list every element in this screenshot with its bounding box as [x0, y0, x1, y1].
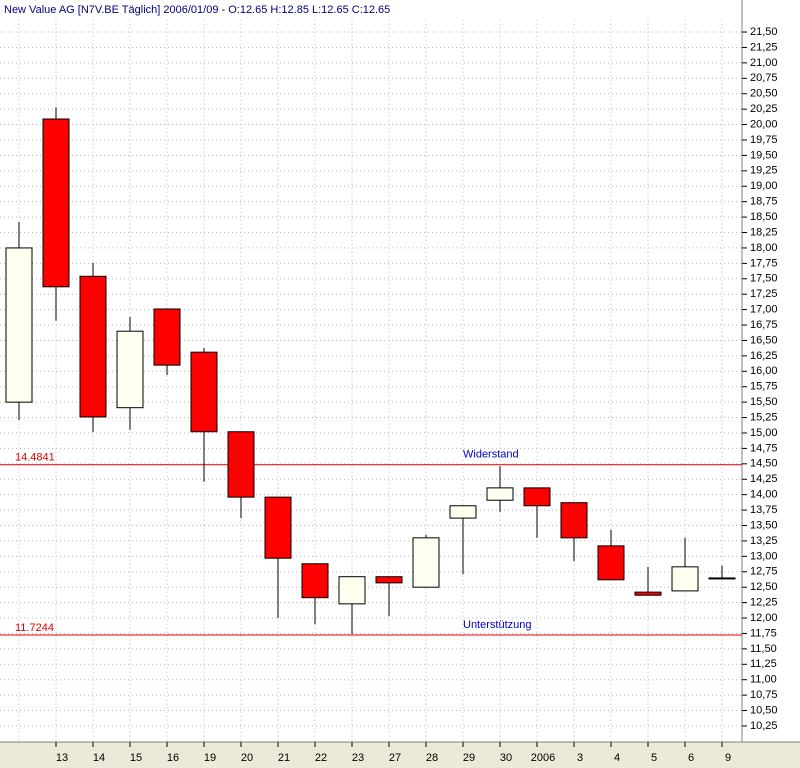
candle-body [190, 351, 218, 433]
y-tick-label: 17,00 [750, 304, 778, 316]
x-tick-label: 14 [93, 752, 105, 764]
y-tick-label: 21,25 [750, 41, 778, 53]
x-tick-label: 15 [130, 752, 142, 764]
y-tick-label: 18,75 [750, 196, 778, 208]
y-tick-label: 10,75 [750, 689, 778, 701]
candle-body [634, 591, 662, 596]
level-annotation: Widerstand [463, 449, 519, 461]
y-tick-label: 19,75 [750, 134, 778, 146]
y-tick-label: 11,25 [750, 658, 777, 670]
x-tick-label: 30 [500, 752, 512, 764]
y-tick-label: 19,00 [750, 180, 778, 192]
y-tick-label: 15,50 [750, 396, 778, 408]
candle-body [153, 308, 181, 366]
y-tick-label: 15,25 [750, 411, 778, 423]
chart-title: New Value AG [N7V.BE Täglich] 2006/01/09… [4, 4, 390, 16]
x-tick-label: 6 [688, 752, 694, 764]
y-tick-label: 13,25 [750, 535, 778, 547]
y-tick-label: 15,00 [750, 427, 778, 439]
x-tick-label: 22 [315, 752, 327, 764]
y-tick-label: 12,00 [750, 612, 778, 624]
y-tick-label: 11,50 [750, 643, 777, 655]
candle-body [486, 487, 514, 501]
y-tick-label: 12,25 [750, 597, 778, 609]
y-tick-label: 10,25 [750, 720, 778, 732]
y-tick-label: 20,00 [750, 118, 778, 130]
y-tick-label: 17,25 [750, 288, 778, 300]
candle-body [560, 502, 588, 539]
y-tick-label: 20,75 [750, 72, 778, 84]
y-tick-label: 14,75 [750, 442, 778, 454]
y-tick-label: 17,75 [750, 257, 778, 269]
x-tick-label: 20 [241, 752, 253, 764]
x-tick-label: 4 [614, 752, 620, 764]
candle-body [227, 431, 255, 498]
x-tick-label: 9 [725, 752, 731, 764]
x-tick-label: 28 [426, 752, 438, 764]
y-tick-label: 18,00 [750, 242, 778, 254]
candle-body [708, 577, 736, 580]
candle-body [375, 576, 403, 584]
candle-body [449, 505, 477, 519]
level-label: 11.7244 [15, 622, 54, 634]
y-tick-label: 19,50 [750, 149, 778, 161]
x-tick-label: 27 [389, 752, 401, 764]
y-tick-label: 10,50 [750, 704, 778, 716]
candle-body [42, 118, 70, 288]
y-tick-label: 13,50 [750, 519, 778, 531]
level-label: 14.4841 [15, 452, 55, 464]
y-tick-label: 18,25 [750, 226, 778, 238]
y-tick-label: 16,50 [750, 334, 778, 346]
y-tick-label: 20,25 [750, 103, 778, 115]
y-tick-label: 12,50 [750, 581, 778, 593]
y-tick-label: 18,50 [750, 211, 778, 223]
y-tick-label: 14,00 [750, 489, 778, 501]
candle-body [671, 566, 699, 592]
y-tick-label: 13,75 [750, 504, 778, 516]
y-tick-label: 11,00 [750, 674, 777, 686]
candle-body [523, 487, 551, 507]
x-tick-label: 5 [651, 752, 657, 764]
candle-body [412, 537, 440, 588]
y-tick-label: 16,00 [750, 365, 778, 377]
candle-body [301, 563, 329, 599]
y-tick-label: 16,25 [750, 350, 778, 362]
candle-body [79, 275, 107, 418]
x-tick-label: 23 [352, 752, 364, 764]
y-tick-label: 16,75 [750, 319, 778, 331]
candle-body [597, 545, 625, 581]
x-tick-label: 29 [463, 752, 475, 764]
x-tick-label: 16 [167, 752, 179, 764]
x-tick-label: 2006 [531, 752, 555, 764]
candle-body [116, 330, 144, 409]
y-tick-label: 21,00 [750, 57, 778, 69]
y-tick-label: 14,25 [750, 473, 778, 485]
x-tick-label: 19 [204, 752, 216, 764]
x-tick-label: 3 [577, 752, 583, 764]
y-tick-label: 13,00 [750, 550, 778, 562]
y-tick-label: 21,50 [750, 26, 778, 38]
candle-body [264, 496, 292, 559]
candle-body [338, 576, 366, 605]
x-axis-band [0, 742, 800, 768]
x-tick-label: 13 [56, 752, 68, 764]
y-tick-label: 17,50 [750, 273, 778, 285]
x-tick-label: 21 [278, 752, 290, 764]
y-tick-label: 14,50 [750, 458, 778, 470]
y-tick-label: 20,50 [750, 88, 778, 100]
level-annotation: Unterstützung [463, 619, 531, 631]
y-tick-label: 11,75 [750, 627, 777, 639]
y-tick-label: 12,75 [750, 566, 778, 578]
y-tick-label: 19,25 [750, 165, 778, 177]
y-tick-label: 15,75 [750, 381, 778, 393]
candle-body [5, 247, 33, 403]
